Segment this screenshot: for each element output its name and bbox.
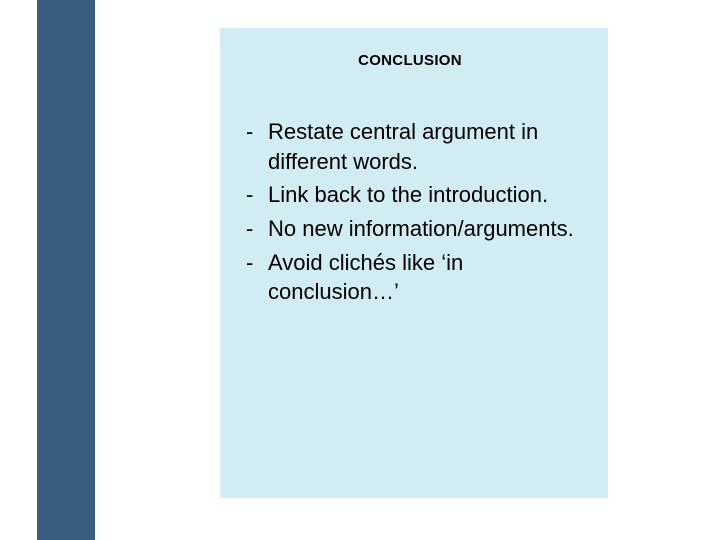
content-panel: CONCLUSION - Restate central argument in… xyxy=(220,28,608,498)
slide-title: CONCLUSION xyxy=(240,52,580,69)
list-item-text: Avoid clichés like ‘in conclusion…’ xyxy=(268,248,580,307)
list-item-text: Link back to the introduction. xyxy=(268,180,580,210)
list-item: - Restate central argument in different … xyxy=(240,117,580,176)
bullet-dash: - xyxy=(240,117,268,176)
bullet-dash: - xyxy=(240,180,268,210)
bullet-list: - Restate central argument in different … xyxy=(240,117,580,307)
list-item: - No new information/arguments. xyxy=(240,214,580,244)
bullet-dash: - xyxy=(240,214,268,244)
list-item-text: No new information/arguments. xyxy=(268,214,580,244)
left-sidebar-accent xyxy=(37,0,95,540)
bullet-dash: - xyxy=(240,248,268,307)
list-item: - Link back to the introduction. xyxy=(240,180,580,210)
list-item: - Avoid clichés like ‘in conclusion…’ xyxy=(240,248,580,307)
list-item-text: Restate central argument in different wo… xyxy=(268,117,580,176)
